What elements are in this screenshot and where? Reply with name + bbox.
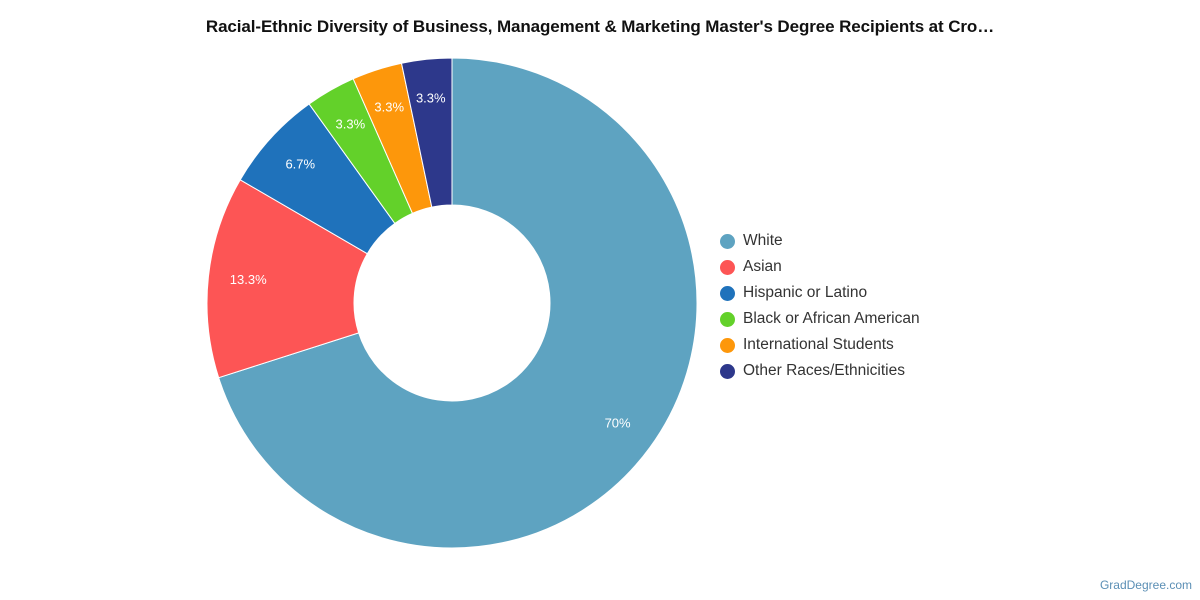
slice-label-white: 70%	[605, 415, 631, 430]
slice-white[interactable]	[218, 57, 698, 549]
donut-slice-labels: 70% 13.3% 6.7% 3.3% 3.3% 3.3%	[230, 91, 631, 431]
legend-label: Hispanic or Latino	[743, 284, 868, 301]
slice-label-black-or-african-american: 3.3%	[336, 116, 366, 131]
slice-other-races-ethnicities[interactable]	[400, 57, 453, 208]
legend-item-asian[interactable]: Asian	[720, 254, 920, 280]
slice-label-asian: 13.3%	[230, 272, 267, 287]
chart-title: Racial-Ethnic Diversity of Business, Man…	[205, 17, 995, 36]
watermark: GradDegree.com	[1099, 578, 1192, 592]
legend-label: International Students	[743, 336, 894, 353]
slice-label-international-students: 3.3%	[374, 99, 404, 114]
legend-swatch	[720, 311, 735, 327]
slice-label-hispanic-or-latino: 6.7%	[285, 157, 315, 172]
slice-asian[interactable]	[206, 179, 368, 379]
legend-item-white[interactable]: White	[720, 228, 920, 254]
chart-legend: White Asian Hispanic or Latino Black or Afr…	[720, 228, 920, 384]
legend-item-international-students[interactable]: International Students	[720, 332, 920, 358]
legend-label: Asian	[743, 258, 782, 275]
legend-label: Black or African American	[743, 310, 920, 327]
legend-item-other-races-ethnicities[interactable]: Other Races/Ethnicities	[720, 358, 920, 384]
legend-item-hispanic-or-latino[interactable]: Hispanic or Latino	[720, 280, 920, 306]
legend-label: White	[743, 232, 783, 249]
legend-item-black-or-african-american[interactable]: Black or African American	[720, 306, 920, 332]
legend-swatch	[720, 259, 735, 275]
slice-label-other-races-ethnicities: 3.3%	[416, 91, 446, 106]
legend-swatch	[720, 233, 735, 249]
donut-slices	[206, 57, 698, 549]
legend-swatch	[720, 285, 735, 301]
legend-swatch	[720, 337, 735, 353]
legend-label: Other Races/Ethnicities	[743, 362, 905, 379]
legend-swatch	[720, 363, 735, 379]
